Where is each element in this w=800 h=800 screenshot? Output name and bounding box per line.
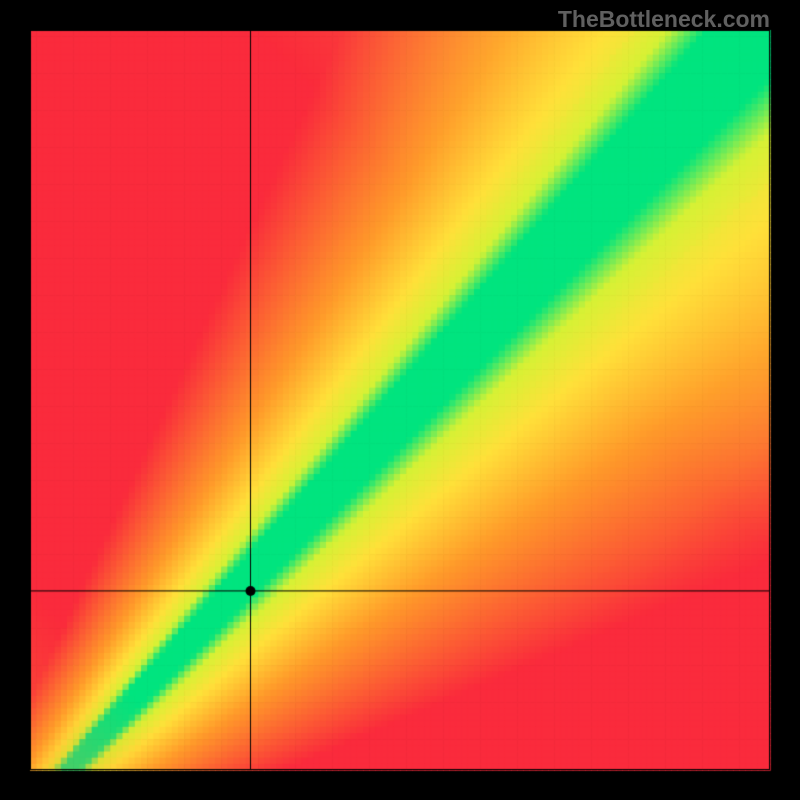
chart-container: TheBottleneck.com [0,0,800,800]
heatmap-canvas [0,0,800,800]
watermark-text: TheBottleneck.com [558,6,770,33]
